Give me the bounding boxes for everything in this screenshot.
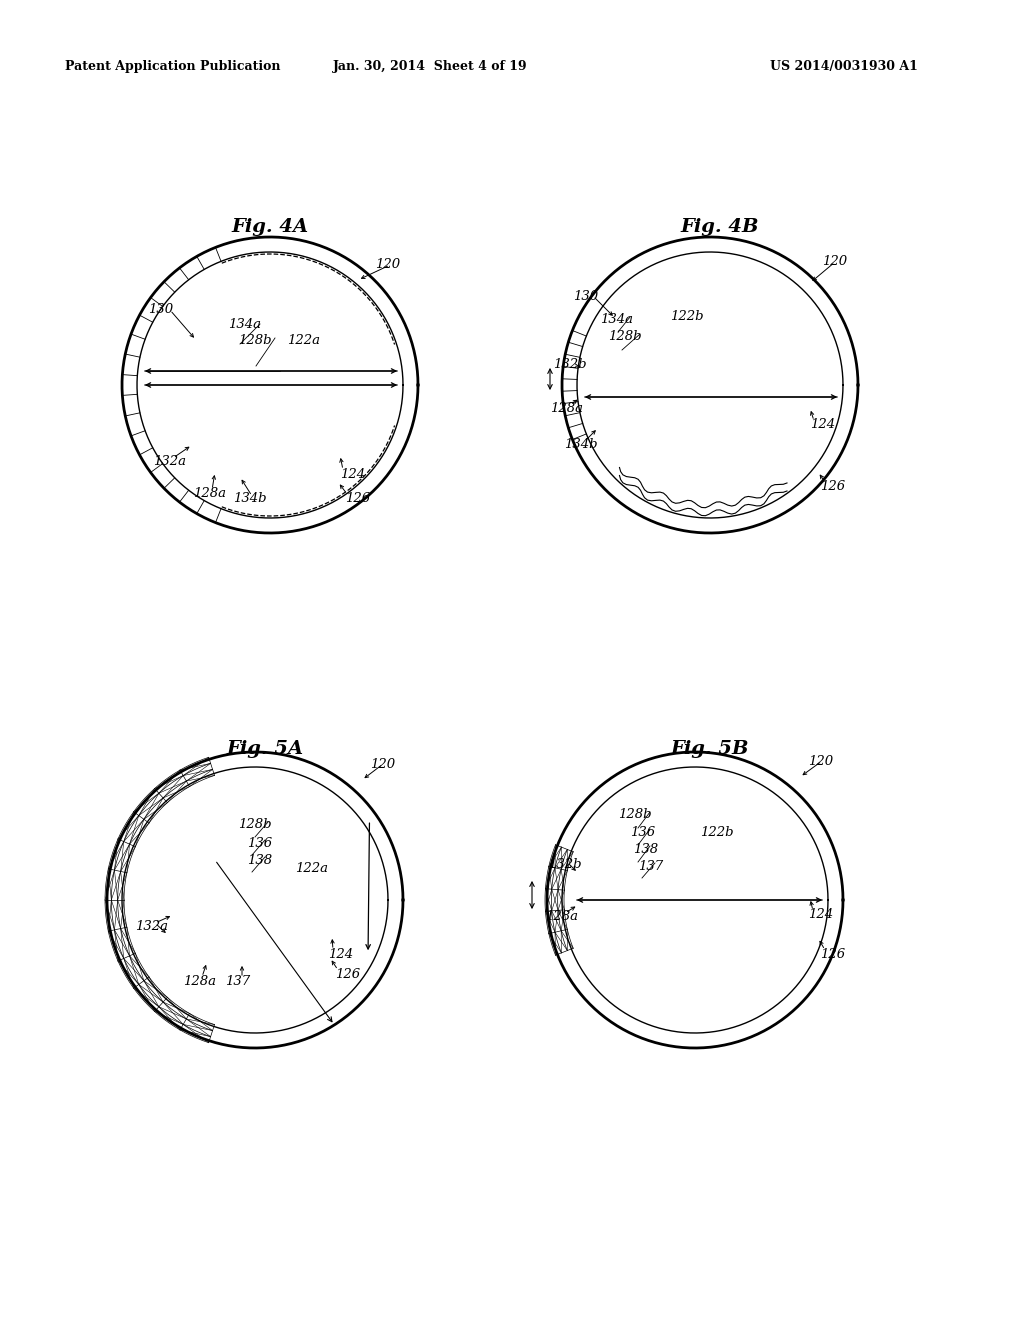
Text: Patent Application Publication: Patent Application Publication [65,59,281,73]
Text: 132a: 132a [153,455,186,469]
Text: 120: 120 [370,758,395,771]
Text: 122a: 122a [295,862,328,875]
Text: Fig. 5B: Fig. 5B [671,741,750,758]
Text: US 2014/0031930 A1: US 2014/0031930 A1 [770,59,918,73]
Text: 128a: 128a [193,487,226,500]
Text: 128a: 128a [545,909,578,923]
Text: 128a: 128a [183,975,216,987]
Text: 120: 120 [808,755,834,768]
Text: 128b: 128b [618,808,651,821]
Text: 128b: 128b [238,818,271,832]
Text: 124: 124 [810,418,836,432]
Text: 122b: 122b [670,310,703,323]
Text: 120: 120 [375,257,400,271]
Text: 130: 130 [148,304,173,315]
Text: 122a: 122a [287,334,319,347]
Text: 134a: 134a [600,313,633,326]
Text: 124: 124 [328,948,353,961]
Text: 128b: 128b [608,330,642,343]
Text: 130: 130 [573,290,598,304]
Text: 137: 137 [225,975,250,987]
Text: 138: 138 [247,854,272,867]
Text: 134a: 134a [228,318,261,331]
Text: 134b: 134b [564,438,598,451]
Text: Fig. 4B: Fig. 4B [681,218,759,236]
Text: 132b: 132b [548,858,582,871]
Text: Jan. 30, 2014  Sheet 4 of 19: Jan. 30, 2014 Sheet 4 of 19 [333,59,527,73]
Text: 137: 137 [638,861,664,873]
Text: 126: 126 [335,968,360,981]
Text: 134b: 134b [233,492,266,506]
Text: 126: 126 [820,480,845,492]
Text: 128b: 128b [238,334,271,347]
Text: 132b: 132b [553,358,587,371]
Text: 124: 124 [340,469,366,480]
Text: 136: 136 [630,826,655,840]
Text: 120: 120 [822,255,847,268]
Text: 126: 126 [820,948,845,961]
Text: 122b: 122b [700,826,733,840]
Text: 136: 136 [247,837,272,850]
Text: 126: 126 [345,492,370,506]
Text: 124: 124 [808,908,834,921]
Text: Fig. 4A: Fig. 4A [231,218,308,236]
Text: 128a: 128a [550,403,583,414]
Text: Fig. 5A: Fig. 5A [226,741,303,758]
Text: 132a: 132a [135,920,168,933]
Text: 138: 138 [633,843,658,855]
